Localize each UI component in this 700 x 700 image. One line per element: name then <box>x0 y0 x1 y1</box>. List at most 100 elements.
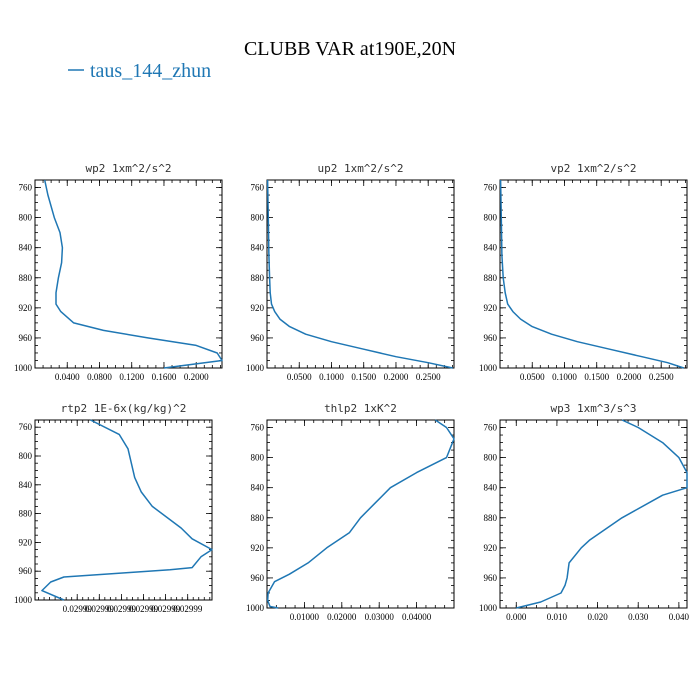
y-tick-label: 800 <box>484 453 498 463</box>
y-tick-label: 920 <box>19 537 33 547</box>
y-tick-label: 920 <box>19 303 33 313</box>
subplot-grid: wp2 1xm^2/s^2 760 800 840 880 920 960 1000 0.040… <box>14 162 689 622</box>
series-line <box>43 179 223 369</box>
x-tick-label: 0.02999 <box>151 604 181 614</box>
y-tick-label: 1000 <box>246 603 265 613</box>
legend-label: taus_144_zhun <box>90 60 211 82</box>
plot-frame <box>499 179 688 369</box>
y-tick-label: 960 <box>484 333 498 343</box>
x-tick-label: 0.2000 <box>384 372 409 382</box>
y-tick-label: 1000 <box>479 603 498 613</box>
y-tick-label: 840 <box>251 483 265 493</box>
y-tick-label: 800 <box>251 213 265 223</box>
y-tick-label: 760 <box>484 183 498 193</box>
x-tick-label: 0.02999 <box>85 604 115 614</box>
plot-frame <box>266 179 455 369</box>
subplot-3: vp2 1xm^2/s^2 760 800 840 880 920 960 1000 0.050… <box>479 162 688 382</box>
y-tick-label: 920 <box>251 543 265 553</box>
x-tick-label: 0.1600 <box>152 372 177 382</box>
x-tick-label: 0.02000 <box>327 612 357 622</box>
plot-frame <box>499 419 688 609</box>
series-line <box>499 179 685 369</box>
y-tick-label: 880 <box>19 509 33 519</box>
y-tick-label: 960 <box>484 573 498 583</box>
x-tick-label: 0.03000 <box>365 612 395 622</box>
y-tick-label: 880 <box>484 513 498 523</box>
subplot-4: rtp2 1E-6x(kg/kg)^2 760 800 840 880 920 960 100… <box>14 402 213 614</box>
plot-frame <box>266 419 455 609</box>
y-tick-label: 800 <box>484 213 498 223</box>
y-tick-label: 1000 <box>246 363 265 373</box>
y-tick-label: 920 <box>484 303 498 313</box>
x-tick-label: 0.02999 <box>107 604 137 614</box>
x-tick-label: 0.2000 <box>184 372 209 382</box>
x-tick-label: 0.0400 <box>55 372 80 382</box>
y-tick-label: 760 <box>19 183 33 193</box>
y-tick-label: 960 <box>251 573 265 583</box>
x-tick-label: 0.1500 <box>584 372 609 382</box>
y-tick-label: 880 <box>251 273 265 283</box>
series-line <box>266 419 455 609</box>
x-tick-label: 0.1500 <box>351 372 376 382</box>
x-tick-label: 0.0800 <box>87 372 112 382</box>
plot-frame <box>34 179 223 369</box>
y-tick-label: 1000 <box>479 363 498 373</box>
x-tick-label: 0.04000 <box>402 612 432 622</box>
y-tick-label: 840 <box>19 480 33 490</box>
subplot-title: wp2 1xm^2/s^2 <box>85 162 171 175</box>
y-tick-label: 840 <box>251 243 265 253</box>
y-tick-label: 960 <box>19 333 33 343</box>
y-tick-label: 880 <box>19 273 33 283</box>
y-tick-label: 760 <box>251 423 265 433</box>
x-tick-label: 0.2000 <box>617 372 642 382</box>
y-tick-label: 880 <box>484 273 498 283</box>
y-tick-label: 920 <box>251 303 265 313</box>
y-tick-label: 960 <box>19 566 33 576</box>
x-tick-label: 0.010 <box>547 612 568 622</box>
y-tick-label: 800 <box>251 453 265 463</box>
x-tick-label: 0.020 <box>587 612 608 622</box>
y-tick-label: 760 <box>251 183 265 193</box>
x-tick-label: 0.2500 <box>416 372 441 382</box>
x-tick-label: 0.02999 <box>129 604 159 614</box>
subplot-1: wp2 1xm^2/s^2 760 800 840 880 920 960 1000 0.040… <box>14 162 223 382</box>
x-tick-label: 0.1000 <box>552 372 577 382</box>
x-tick-label: 0.2500 <box>649 372 674 382</box>
plot-frame <box>34 419 213 601</box>
x-tick-label: 0.01000 <box>290 612 320 622</box>
subplot-title: vp2 1xm^2/s^2 <box>550 162 636 175</box>
y-tick-label: 760 <box>484 423 498 433</box>
x-tick-label: 0.0500 <box>520 372 545 382</box>
y-tick-label: 1000 <box>14 363 33 373</box>
y-tick-label: 840 <box>484 243 498 253</box>
subplot-title: rtp2 1E-6x(kg/kg)^2 <box>61 402 187 415</box>
y-tick-label: 760 <box>19 422 33 432</box>
subplot-2: up2 1xm^2/s^2 760 800 840 880 920 960 1000 0.050… <box>246 162 455 382</box>
subplot-title: wp3 1xm^3/s^3 <box>550 402 636 415</box>
y-tick-label: 800 <box>19 213 33 223</box>
subplot-title: up2 1xm^2/s^2 <box>317 162 403 175</box>
y-tick-label: 840 <box>19 243 33 253</box>
series-line <box>41 419 213 601</box>
y-tick-label: 1000 <box>14 595 33 605</box>
subplot-5: thlp2 1xK^2 760 800 840 880 920 960 1000 0.01000… <box>246 402 455 622</box>
x-tick-label: 0.000 <box>506 612 527 622</box>
y-tick-label: 840 <box>484 483 498 493</box>
x-tick-label: 0.02999 <box>173 604 203 614</box>
subplot-title: thlp2 1xK^2 <box>324 402 397 415</box>
y-tick-label: 920 <box>484 543 498 553</box>
x-tick-label: 0.1000 <box>319 372 344 382</box>
y-tick-label: 800 <box>19 451 33 461</box>
y-tick-label: 960 <box>251 333 265 343</box>
subplot-6: wp3 1xm^3/s^3 760 800 840 880 920 960 1000 0.000… <box>479 402 689 622</box>
series-line <box>266 179 453 369</box>
y-tick-label: 880 <box>251 513 265 523</box>
x-tick-label: 0.1200 <box>119 372 144 382</box>
x-tick-label: 0.0500 <box>287 372 312 382</box>
figure-title: CLUBB VAR at190E,20N <box>244 38 456 60</box>
x-tick-label: 0.02999 <box>63 604 93 614</box>
x-tick-label: 0.040 <box>669 612 690 622</box>
series-line <box>516 419 688 609</box>
x-tick-label: 0.030 <box>628 612 649 622</box>
